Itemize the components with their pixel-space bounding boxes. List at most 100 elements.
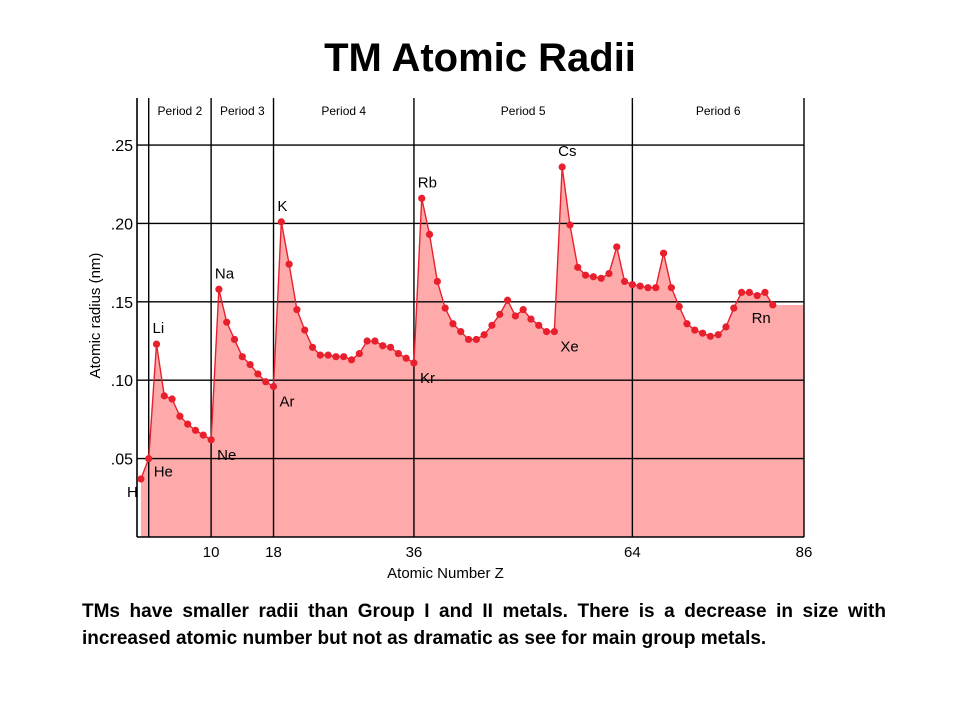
data-point [730,304,738,312]
data-point [542,328,551,336]
data-point [737,288,746,297]
data-point [340,353,348,361]
data-point [184,420,192,428]
data-point [675,302,683,311]
data-point [379,342,387,350]
data-point [363,337,371,345]
x-tick-label: 18 [265,544,282,561]
data-point [168,395,176,403]
data-point [230,335,239,344]
element-label: Li [153,320,165,337]
data-point [246,360,254,369]
data-point [145,455,153,463]
data-point [714,331,722,339]
y-tick-label: .10 [111,373,133,390]
data-point [269,382,278,391]
data-point [574,263,582,271]
data-point [581,271,590,279]
data-point [402,354,410,362]
data-point [628,280,636,289]
data-point [441,304,449,312]
data-point [480,331,488,339]
data-point [566,221,574,229]
y-tick-label: .20 [111,216,133,233]
data-point [535,321,543,329]
data-point [238,353,246,361]
data-point [753,291,761,300]
data-point [308,343,317,351]
y-tick-label: .25 [111,138,133,155]
data-point [464,335,473,344]
data-point [277,218,285,226]
data-point [550,328,558,336]
area-layer [140,166,804,538]
element-label: Kr [420,370,435,387]
data-point [332,353,340,361]
data-point [652,284,660,292]
element-label: K [277,198,287,215]
grid-layer [136,98,805,538]
element-label: He [154,464,173,481]
data-point [496,310,504,318]
y-tick-label: .15 [111,295,133,312]
data-point [527,315,535,323]
data-point [589,273,597,281]
data-point [347,356,356,364]
data-point [644,284,652,292]
data-point [745,288,753,297]
data-point [137,475,145,483]
data-point [722,323,730,331]
data-point [449,320,457,328]
area-fill [140,166,804,538]
data-point [394,349,402,358]
points-layer [137,163,777,483]
x-tick-label: 10 [203,544,220,561]
y-axis-title: Atomic radius (nm) [87,253,104,379]
period-label: Period 4 [321,104,366,118]
data-point [659,249,668,257]
element-label: Ar [280,393,295,410]
data-point [706,332,714,340]
element-label: Xe [560,339,578,356]
slide-title: TM Atomic Radii [324,36,636,80]
x-tick-label: 36 [406,544,423,561]
caption-text: TMs have smaller radii than Group I and … [82,601,886,649]
data-point [425,230,434,238]
data-point [472,335,480,344]
atomic-radius-chart: .05 .10 .15 .20 .25 Period 2 Period 3 Period 4 P… [87,98,812,582]
series-line [140,166,774,480]
x-axis-title: Atomic Number Z [387,565,504,582]
data-point [386,343,395,351]
data-point [355,349,363,358]
data-point [293,306,301,314]
data-point [254,370,262,378]
data-point [410,359,418,367]
data-point [613,243,621,251]
data-point [418,194,426,202]
period-label: Period 3 [220,104,265,118]
element-label: Rn [752,310,771,327]
data-point [636,282,644,290]
data-point [488,321,496,329]
data-point [761,288,769,297]
data-point [519,306,527,314]
data-point [316,351,324,359]
data-point [223,318,231,326]
data-point [503,296,512,304]
data-point [262,378,270,386]
data-point [558,163,566,171]
data-point [160,392,168,400]
data-point [285,260,293,268]
data-point [371,337,379,345]
period-label: Period 2 [158,104,203,118]
element-label: Na [215,265,235,282]
data-point [698,329,707,337]
data-point [769,301,777,309]
x-tick-label: 86 [796,544,813,561]
data-point [215,285,223,293]
label-layer: .05 .10 .15 .20 .25 Period 2 Period 3 Period 4 P… [87,104,812,582]
element-label: H [127,484,138,501]
element-label: Cs [558,143,576,160]
y-tick-label: .05 [111,452,133,469]
data-point [324,351,332,359]
